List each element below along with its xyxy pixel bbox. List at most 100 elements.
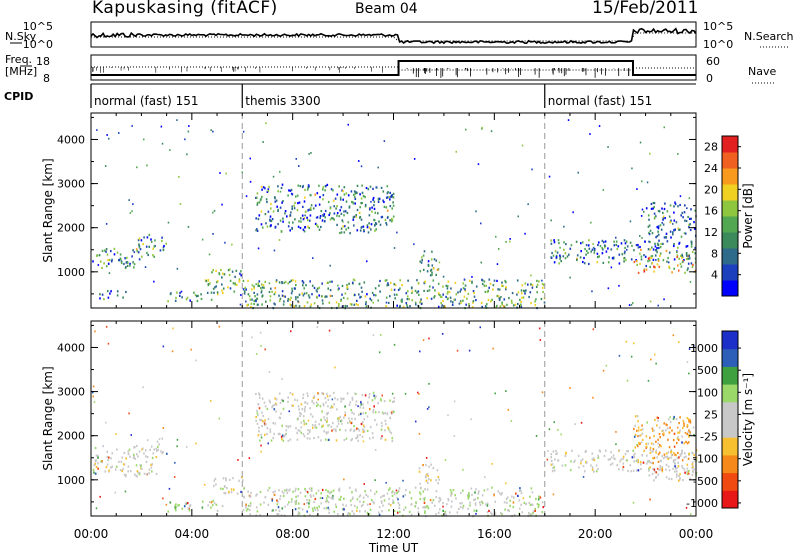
echo-cell xyxy=(618,449,621,452)
cpid-mode-label: normal (fast) 151 xyxy=(548,94,652,108)
echo-cell xyxy=(289,303,292,306)
echo-cell xyxy=(325,488,327,492)
noise-cell xyxy=(632,501,635,504)
echo-cell xyxy=(518,499,521,502)
echo-cell xyxy=(322,424,324,427)
echo-cell xyxy=(364,203,367,207)
echo-cell xyxy=(174,299,177,302)
echo-cell xyxy=(94,459,97,462)
echo-cell xyxy=(354,202,356,205)
noise-cell xyxy=(268,371,271,373)
noise-cell xyxy=(569,276,571,279)
echo-cell xyxy=(350,422,353,425)
echo-cell xyxy=(226,487,228,490)
echo-cell xyxy=(245,509,248,512)
echo-cell xyxy=(362,430,364,433)
echo-cell xyxy=(653,469,656,472)
echo-cell xyxy=(228,490,230,493)
noise-cell xyxy=(308,153,310,155)
echo-cell xyxy=(281,183,284,186)
echo-cell xyxy=(262,420,264,423)
noise-cell xyxy=(179,203,182,205)
echo-cell xyxy=(350,190,353,193)
nave-right-tick: 0 xyxy=(706,72,713,85)
echo-cell xyxy=(508,297,510,300)
echo-cell xyxy=(307,186,309,189)
noise-cell xyxy=(455,150,457,153)
echo-cell xyxy=(377,402,379,405)
echo-cell xyxy=(326,417,328,420)
echo-cell xyxy=(682,216,684,219)
noise-cell xyxy=(334,366,336,369)
echo-cell xyxy=(392,499,394,502)
echo-cell xyxy=(651,450,653,453)
noise-cell xyxy=(304,214,306,217)
echo-cell xyxy=(239,272,241,275)
echo-cell xyxy=(464,284,467,287)
echo-cell xyxy=(681,255,683,258)
noise-cell xyxy=(264,348,266,351)
echo-cell xyxy=(267,210,270,213)
echo-cell xyxy=(348,205,351,208)
noise-cell xyxy=(640,215,643,217)
echo-cell xyxy=(342,198,344,201)
echo-cell xyxy=(362,403,364,406)
echo-cell xyxy=(127,453,130,456)
echo-cell xyxy=(447,280,450,283)
echo-cell xyxy=(684,271,686,274)
echo-cell xyxy=(223,492,225,495)
echo-cell xyxy=(298,429,301,432)
echo-cell xyxy=(610,451,612,454)
echo-cell xyxy=(635,469,638,472)
freq-left-tick: 18 xyxy=(36,55,50,68)
echo-cell xyxy=(467,507,469,510)
echo-cell xyxy=(690,245,693,248)
echo-cell xyxy=(627,469,629,473)
echo-cell xyxy=(156,440,159,443)
echo-cell xyxy=(406,306,409,309)
noise-cell xyxy=(176,267,179,270)
echo-cell xyxy=(672,467,674,470)
echo-cell xyxy=(610,456,613,459)
echo-cell xyxy=(645,445,648,448)
echo-cell xyxy=(257,434,260,437)
echo-cell xyxy=(425,473,428,476)
echo-cell xyxy=(491,298,493,301)
echo-cell xyxy=(126,256,128,259)
echo-cell xyxy=(367,401,369,404)
echo-cell xyxy=(338,303,340,306)
echo-cell xyxy=(657,225,660,228)
echo-cell xyxy=(228,478,231,481)
echo-cell xyxy=(174,506,177,509)
echo-cell xyxy=(599,245,602,248)
noise-cell xyxy=(560,433,562,436)
echo-cell xyxy=(542,506,545,509)
echo-cell xyxy=(344,405,346,408)
echo-cell xyxy=(511,292,514,295)
echo-cell xyxy=(353,412,355,415)
echo-cell xyxy=(689,223,691,226)
echo-cell xyxy=(665,456,668,459)
echo-cell xyxy=(633,455,635,458)
echo-cell xyxy=(563,248,565,251)
echo-cell xyxy=(407,279,409,282)
noise-cell xyxy=(490,130,493,133)
echo-cell xyxy=(369,297,371,300)
echo-cell xyxy=(138,258,141,261)
noise-cell xyxy=(396,231,398,234)
noise-cell xyxy=(92,385,95,388)
echo-cell xyxy=(349,303,352,306)
echo-cell xyxy=(648,467,650,470)
echo-cell xyxy=(596,261,599,264)
echo-cell xyxy=(315,289,318,292)
noise-cell xyxy=(146,164,148,167)
echo-cell xyxy=(134,457,137,460)
echo-cell xyxy=(324,209,327,213)
echo-cell xyxy=(123,262,125,266)
echo-cell xyxy=(520,503,522,506)
echo-cell xyxy=(487,298,490,301)
echo-cell xyxy=(634,433,637,436)
noise-cell xyxy=(161,142,164,145)
echo-cell xyxy=(528,295,530,299)
echo-cell xyxy=(310,495,312,498)
